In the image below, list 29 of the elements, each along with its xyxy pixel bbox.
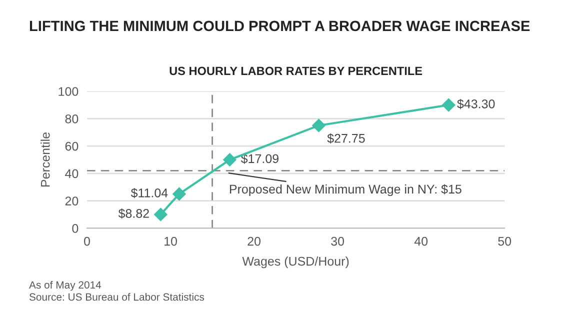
x-tick-label: 40 [414,236,428,246]
x-tick-label: 20 [248,236,261,246]
y-tick-label: 40 [65,169,78,178]
y-tick-label: 60 [65,142,78,151]
annotation: $11.04 [130,188,168,198]
point [442,98,456,112]
y-tick-label: 100 [58,87,78,96]
x-tick-label: 10 [164,236,177,246]
annotation: $8.82 [118,208,149,219]
text: As of May 2014 [29,280,102,291]
annotation: $17.09 [240,154,278,164]
y-tick-label: 80 [65,114,78,124]
y-tick-label: 20 [65,196,78,206]
x-tick-label: 50 [498,236,512,246]
point [312,118,326,132]
y-axis-title: Percentile [40,132,50,187]
annotation: $43.30 [457,98,495,110]
annotation: $27.75 [327,133,365,144]
point [154,208,168,222]
chart-subtitle: US HOURLY LABOR RATES BY PERCENTILE [170,66,422,76]
source-note: Source: US Bureau of Labor Statistics [29,293,204,301]
chart-title: LIFTING THE MINIMUM COULD PROMPT A BROADER WAGE INCREASE [30,20,530,32]
x-axis-title: Wages (USD/Hour) [242,256,349,268]
point [223,153,236,166]
x-tick-label: 30 [331,236,344,246]
point [172,187,186,201]
annotation: Proposed New Minimum Wage in NY: $15 [230,184,462,196]
x-tick-label: 0 [84,236,90,246]
y-tick-label: 0 [72,224,78,233]
